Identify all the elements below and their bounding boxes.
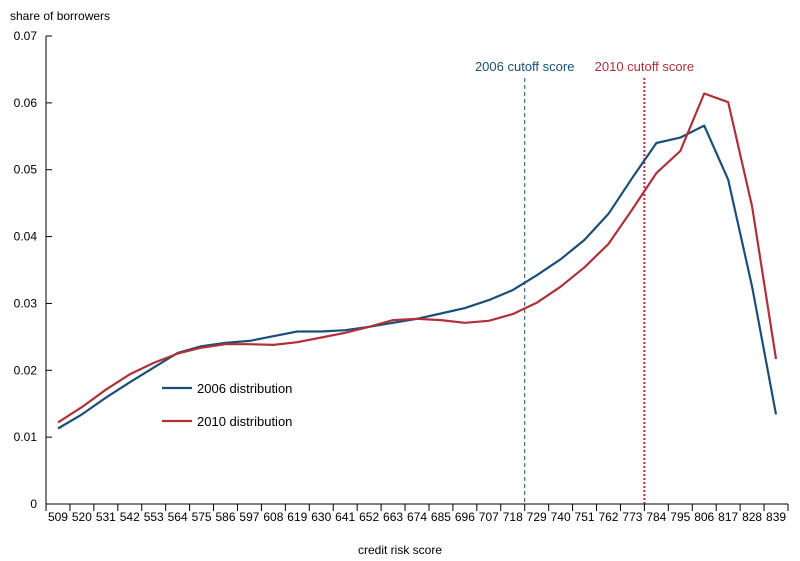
- x-tick-label: 795: [670, 510, 690, 524]
- series-line: [57, 124, 778, 430]
- x-tick-label: 674: [407, 510, 427, 524]
- x-tick-label: 663: [383, 510, 403, 524]
- x-tick-label: 773: [622, 510, 642, 524]
- x-tick-label: 641: [335, 510, 355, 524]
- y-tick-label: 0.01: [14, 430, 38, 444]
- x-axis-title: credit risk score: [358, 543, 442, 557]
- y-tick-label: 0.02: [14, 363, 38, 377]
- cutoff-annotations: 2006 cutoff score 2010 cutoff score: [475, 59, 694, 504]
- x-tick-label: 696: [455, 510, 475, 524]
- x-tick-label: 729: [527, 510, 547, 524]
- x-tick-label: 806: [694, 510, 714, 524]
- x-tick-label: 597: [239, 510, 259, 524]
- x-tick-label: 608: [263, 510, 283, 524]
- cutoff-label: 2006 cutoff score: [475, 59, 575, 74]
- y-tick-label: 0.04: [14, 230, 38, 244]
- x-tick-label: 553: [144, 510, 164, 524]
- legend-label: 2006 distribution: [197, 381, 292, 396]
- x-tick-label: 520: [72, 510, 92, 524]
- x-tick-label: 630: [311, 510, 331, 524]
- x-tick-label: 531: [96, 510, 116, 524]
- series-line: [57, 92, 778, 424]
- y-tick-label: 0: [30, 497, 37, 511]
- y-tick-label: 0.03: [14, 296, 38, 310]
- x-tick-label: 828: [742, 510, 762, 524]
- y-tick-label: 0.05: [14, 163, 38, 177]
- x-tick-label: 652: [359, 510, 379, 524]
- legend: 2006 distribution 2010 distribution: [162, 381, 292, 429]
- x-tick-label: 784: [646, 510, 666, 524]
- x-tick-label: 586: [216, 510, 236, 524]
- cutoff-label: 2010 cutoff score: [595, 59, 695, 74]
- y-axis-title: share of borrowers: [10, 9, 110, 23]
- y-tick-label: 0.07: [14, 29, 38, 43]
- axes: 0 0.01 0.02 0.03 0.04 0.05 0.06 0.07 509 520 531 54…: [14, 29, 789, 524]
- legend-label: 2010 distribution: [197, 414, 292, 429]
- x-tick-label: 707: [479, 510, 499, 524]
- x-tick-label: 685: [431, 510, 451, 524]
- x-tick-label: 509: [48, 510, 68, 524]
- x-tick-label: 542: [120, 510, 140, 524]
- x-tick-label: 740: [551, 510, 571, 524]
- x-tick-label: 751: [575, 510, 595, 524]
- x-tick-label: 762: [598, 510, 618, 524]
- x-tick-label: 575: [192, 510, 212, 524]
- y-tick-label: 0.06: [14, 96, 38, 110]
- x-tick-label: 619: [287, 510, 307, 524]
- x-tick-label: 839: [766, 510, 786, 524]
- series-lines: [57, 92, 778, 430]
- x-tick-label: 564: [168, 510, 188, 524]
- x-tick-label: 817: [718, 510, 738, 524]
- x-tick-label: 718: [503, 510, 523, 524]
